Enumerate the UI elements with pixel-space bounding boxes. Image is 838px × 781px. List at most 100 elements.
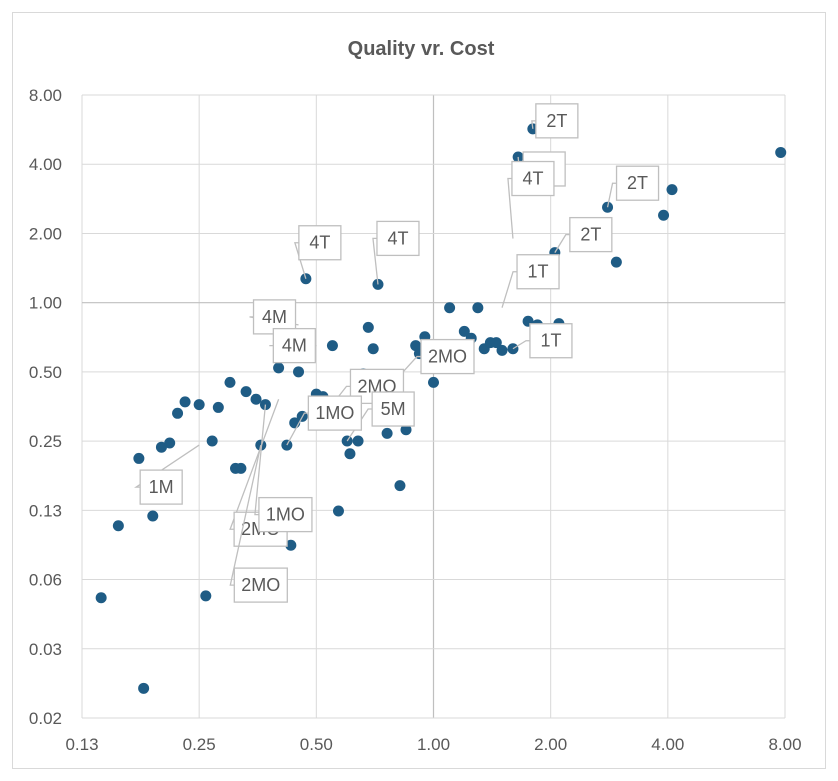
data-point xyxy=(112,520,124,532)
data-point xyxy=(610,256,622,268)
data-label-text: 2T xyxy=(580,225,601,245)
data-point xyxy=(164,437,176,449)
y-tick-label: 0.03 xyxy=(29,640,62,659)
data-point xyxy=(147,510,159,522)
x-tick-label: 2.00 xyxy=(534,735,567,754)
y-tick-label: 0.50 xyxy=(29,363,62,382)
data-point xyxy=(332,505,344,517)
data-point xyxy=(490,337,502,349)
data-label-box xyxy=(272,327,316,364)
data-label-box xyxy=(535,103,579,139)
data-label-text: 2T xyxy=(546,111,567,131)
leader-line xyxy=(229,444,262,586)
data-point xyxy=(293,366,305,378)
data-label: 2T xyxy=(606,165,660,208)
data-label-box xyxy=(258,496,313,533)
data-label-text: 4T xyxy=(522,169,543,189)
data-point xyxy=(273,362,285,374)
data-point xyxy=(138,682,150,694)
data-label-box xyxy=(233,567,288,603)
y-tick-label: 0.13 xyxy=(29,501,62,520)
data-point xyxy=(344,448,356,460)
data-point xyxy=(394,480,406,492)
data-point xyxy=(212,401,224,413)
leader-line xyxy=(531,120,536,129)
data-point xyxy=(428,376,439,388)
data-label: 5M xyxy=(346,391,415,442)
data-label: 4T xyxy=(507,160,555,239)
y-tick-label: 0.25 xyxy=(29,432,62,451)
data-label-box xyxy=(376,220,420,257)
y-tick-label: 4.00 xyxy=(29,155,62,174)
leader-line xyxy=(134,444,200,488)
data-point xyxy=(240,386,252,398)
data-label: 1MO xyxy=(286,395,363,446)
data-point xyxy=(133,452,145,464)
data-label: 1MO xyxy=(254,404,313,533)
data-label: 1T xyxy=(512,323,573,359)
x-tick-label: 0.50 xyxy=(300,735,333,754)
data-label-text: 2T xyxy=(627,173,648,193)
data-point xyxy=(224,376,236,388)
data-label: 1M xyxy=(134,444,200,505)
data-label-text: 2MO xyxy=(241,575,280,595)
data-point xyxy=(235,462,247,474)
data-label-box xyxy=(529,323,573,359)
x-tick-label: 0.13 xyxy=(65,735,98,754)
data-label: 2T xyxy=(531,103,579,139)
data-point xyxy=(658,209,670,221)
y-tick-label: 1.00 xyxy=(29,294,62,313)
x-tick-label: 1.00 xyxy=(417,735,450,754)
data-label: 4T xyxy=(372,220,420,285)
data-point xyxy=(775,146,787,158)
data-point xyxy=(362,321,374,333)
data-label-text: 4M xyxy=(282,336,307,356)
data-point xyxy=(206,435,218,447)
y-tick-label: 8.00 xyxy=(29,86,62,105)
data-label-text: 1T xyxy=(528,262,549,282)
chart-title: Quality vr. Cost xyxy=(348,38,495,60)
leader-line xyxy=(293,242,307,279)
data-labels: 2T2T2T2T4T4T4T1T1T4M4M2MO2MO5M1M1MO2MO1M… xyxy=(134,103,660,603)
data-label-box xyxy=(569,216,613,253)
leader-line xyxy=(372,237,379,285)
data-label: 1T xyxy=(501,254,560,308)
data-point xyxy=(352,435,364,447)
data-point xyxy=(193,399,205,411)
data-label-box xyxy=(615,165,660,201)
x-tick-label: 4.00 xyxy=(651,735,684,754)
data-label-text: 1MO xyxy=(315,403,354,423)
data-point xyxy=(444,302,456,314)
leader-line xyxy=(507,177,514,239)
data-label: 2MO xyxy=(229,444,288,603)
y-axis-ticks: 8.00 4.00 2.00 1.00 0.50 0.25 0.13 0.06 0.03 0.02 xyxy=(29,86,62,728)
data-label-text: 1MO xyxy=(266,505,305,525)
data-label: 2T xyxy=(554,216,613,253)
data-label-text: 4M xyxy=(262,307,287,327)
x-tick-label: 0.25 xyxy=(183,735,216,754)
data-label-box xyxy=(511,160,555,197)
data-point xyxy=(367,343,379,355)
y-tick-label: 0.06 xyxy=(29,571,62,590)
x-axis-ticks: 0.13 0.25 0.50 1.00 2.00 4.00 8.00 xyxy=(65,735,801,754)
leader-line xyxy=(254,404,267,516)
data-point xyxy=(381,427,393,439)
data-label-text: 1M xyxy=(149,477,174,497)
data-label-box xyxy=(516,254,560,290)
data-label-box xyxy=(371,391,415,427)
data-label-text: 2MO xyxy=(428,347,467,367)
data-point xyxy=(172,407,184,419)
data-label-box xyxy=(139,469,183,505)
data-point xyxy=(472,302,484,314)
data-label: 2MO xyxy=(391,338,475,386)
data-label-box xyxy=(420,338,475,375)
leader-line xyxy=(554,233,570,253)
data-point xyxy=(326,340,338,352)
data-point xyxy=(496,344,508,356)
gridlines xyxy=(81,94,786,719)
data-label-box xyxy=(307,395,363,431)
data-label-text: 4T xyxy=(309,233,330,253)
data-point xyxy=(666,184,678,196)
y-tick-label: 0.02 xyxy=(29,709,62,728)
data-point xyxy=(179,396,191,408)
